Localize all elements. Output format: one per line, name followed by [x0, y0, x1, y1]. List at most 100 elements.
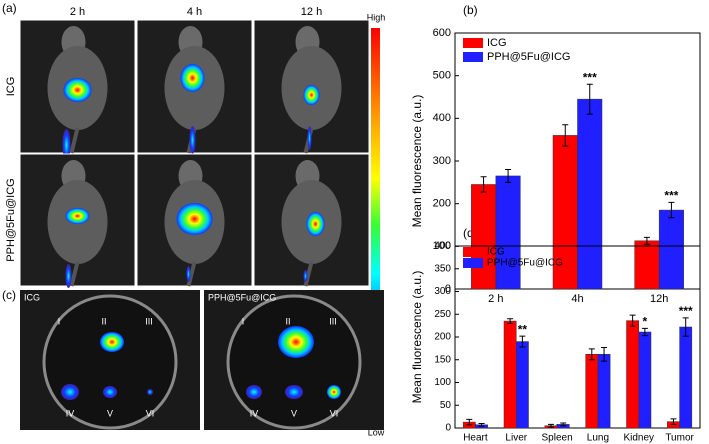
organ-label: VI	[146, 408, 155, 418]
organ-label: VI	[330, 408, 339, 418]
error-bar	[478, 422, 485, 427]
y-tick-label: 50	[440, 400, 452, 411]
organ-label: II	[285, 316, 290, 326]
error-bar	[507, 318, 514, 324]
y-tick-label: 350	[434, 263, 451, 274]
error-bar	[562, 124, 569, 147]
bar	[516, 341, 529, 429]
mouse-tail	[186, 261, 197, 287]
organ-signal	[61, 384, 79, 400]
y-tick-label: 600	[433, 27, 451, 39]
organ-label: I	[58, 316, 61, 326]
error-bar	[547, 423, 554, 428]
error-bar	[519, 335, 526, 348]
y-tick-label: 150	[434, 354, 451, 365]
mouse-tail	[69, 261, 80, 287]
bar	[577, 98, 603, 290]
error-bar	[466, 418, 473, 426]
error-bar	[560, 422, 567, 427]
bar	[634, 240, 660, 290]
legend-swatch	[463, 258, 483, 268]
bar	[679, 326, 693, 429]
legend-swatch	[463, 52, 483, 62]
error-bar	[505, 169, 512, 183]
significance: ***	[679, 304, 693, 318]
y-axis-label: Mean fluorescence (a.u.)	[410, 271, 424, 404]
organ-signal	[103, 386, 117, 398]
bar	[495, 175, 521, 290]
error-bar	[682, 317, 689, 337]
colorbar-low: Low	[368, 427, 385, 437]
column-header: 12 h	[301, 6, 322, 18]
significance: ***	[583, 70, 597, 84]
fluorescence-signal	[65, 208, 90, 224]
bar	[585, 354, 599, 429]
error-bar	[643, 236, 650, 245]
error-bar	[641, 327, 648, 337]
organ-label: IV	[250, 408, 259, 418]
organ-signal	[246, 385, 262, 399]
fluorescence-signal	[307, 126, 312, 150]
organ-label: III	[329, 316, 337, 326]
error-bar	[670, 418, 677, 425]
error-bar	[588, 348, 595, 361]
organ-label: I	[242, 316, 245, 326]
panel-label: (a)	[2, 1, 17, 15]
column-header: 2 h	[70, 6, 85, 18]
x-tick-label: Tumor	[665, 433, 694, 444]
organ-signal	[278, 326, 314, 358]
x-tick-label: Heart	[463, 433, 488, 444]
error-bar	[586, 83, 593, 115]
mouse-tail	[303, 261, 314, 287]
legend-swatch	[463, 38, 483, 48]
column-header: 4 h	[187, 6, 202, 18]
error-bar	[480, 176, 487, 193]
bar	[471, 184, 497, 290]
error-bar	[629, 314, 636, 327]
fluorescence-signal	[62, 129, 71, 161]
legend-label: ICG	[487, 37, 507, 49]
y-tick-label: 0	[445, 283, 451, 295]
bar	[552, 135, 578, 290]
x-tick-label: 12h	[650, 293, 668, 305]
group-label: ICG	[24, 292, 40, 302]
organ-signal	[327, 385, 341, 399]
organ-label: III	[145, 316, 153, 326]
x-tick-label: 4h	[571, 293, 583, 305]
colorbar-high: High	[367, 12, 386, 22]
y-tick-label: 500	[433, 70, 451, 82]
y-tick-label: 300	[433, 155, 451, 167]
legend-label: ICG	[487, 247, 505, 258]
y-tick-label: 400	[433, 112, 451, 124]
organ-label: V	[107, 408, 113, 418]
fluorescence-signal	[303, 85, 320, 105]
y-tick-label: 400	[434, 241, 451, 252]
y-tick-label: 200	[434, 332, 451, 343]
y-tick-label: 300	[434, 286, 451, 297]
panel-label: (c)	[2, 288, 16, 302]
fluorescence-signal	[176, 203, 213, 235]
x-tick-label: Lung	[587, 433, 609, 444]
x-tick-label: Spleen	[542, 433, 573, 444]
group-label: PPH@5Fu@ICG	[208, 292, 276, 302]
row-header: ICG	[5, 77, 17, 97]
significance: ***	[664, 189, 678, 203]
row-header: PPH@5Fu@ICG	[5, 178, 17, 261]
colorbar	[371, 28, 380, 424]
bar	[638, 331, 652, 429]
fluorescence-signal	[303, 270, 308, 282]
bar	[658, 209, 684, 290]
fluorescence-signal	[65, 264, 72, 288]
fluorescence-signal	[306, 212, 325, 236]
x-tick-label: Liver	[505, 433, 527, 444]
significance: **	[518, 322, 528, 336]
organ-signal	[100, 332, 124, 352]
mouse-tail	[69, 127, 80, 154]
legend-swatch	[463, 247, 483, 257]
organ-label: IV	[66, 408, 75, 418]
organ-signal	[285, 385, 303, 399]
bar	[597, 354, 611, 429]
fluorescence-signal	[180, 64, 205, 92]
fluorescence-signal	[189, 126, 196, 154]
